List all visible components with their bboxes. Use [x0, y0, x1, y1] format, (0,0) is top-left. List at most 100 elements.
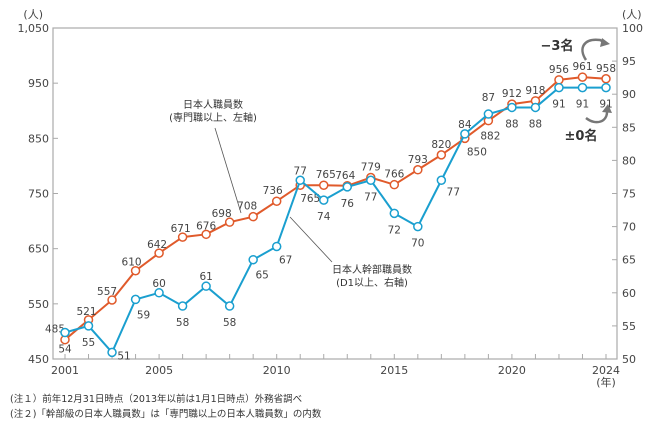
- data-label: 84: [458, 119, 472, 131]
- left-axis-unit: (人): [23, 8, 43, 21]
- data-label: 87: [482, 92, 495, 104]
- data-label: 58: [223, 317, 236, 329]
- data-point: [271, 241, 282, 252]
- data-label: 67: [279, 254, 292, 266]
- right-axis-tick-label: 75: [622, 188, 636, 201]
- data-label: 671: [171, 223, 191, 235]
- data-point: [530, 102, 541, 113]
- data-point: [460, 129, 470, 139]
- data-point: [601, 74, 611, 84]
- arrowhead-icon: [602, 104, 612, 113]
- note-2: (注２)「幹部級の日本人職員数」は「専門職以上の日本人職員数」の内数: [10, 409, 322, 420]
- data-label: 736: [263, 185, 283, 197]
- data-label: 58: [176, 317, 189, 329]
- leader-line: [214, 127, 242, 214]
- data-point: [554, 82, 564, 93]
- right-axis-tick-label: 60: [622, 287, 636, 300]
- data-point: [554, 75, 564, 85]
- right-axis-tick-label: 50: [622, 353, 636, 366]
- data-point: [318, 195, 329, 205]
- data-point: [601, 82, 611, 93]
- data-point: [248, 254, 258, 265]
- series-label-staff: 日本人職員数: [183, 98, 243, 111]
- data-label: 65: [255, 270, 268, 282]
- data-point: [577, 82, 588, 93]
- data-point: [154, 288, 164, 298]
- data-label: 956: [549, 64, 569, 76]
- data-point: [83, 321, 94, 331]
- data-point: [271, 196, 282, 206]
- data-label: 60: [152, 278, 165, 290]
- data-point: [107, 347, 117, 358]
- data-label: 77: [294, 165, 307, 177]
- data-label: 70: [411, 238, 424, 250]
- data-label: 77: [364, 191, 377, 203]
- left-axis-tick-label: 650: [28, 243, 49, 256]
- arrowhead-icon: [600, 38, 610, 47]
- data-label: 61: [199, 271, 212, 283]
- data-label: 642: [147, 239, 167, 251]
- data-label: 485: [45, 324, 65, 336]
- change-label-senior: ±0名: [565, 128, 598, 144]
- data-point: [177, 301, 188, 311]
- x-axis-unit: (年): [596, 375, 616, 389]
- x-axis-tick-label: 2020: [498, 364, 526, 377]
- x-axis-tick-label: 2010: [263, 364, 291, 377]
- x-axis-tick-label: 2001: [51, 364, 79, 377]
- data-point: [201, 281, 211, 291]
- right-axis-tick-label: 90: [622, 88, 636, 101]
- data-point: [130, 265, 141, 276]
- data-label: 88: [505, 118, 518, 130]
- data-point: [201, 229, 211, 240]
- right-axis-tick-label: 100: [622, 22, 643, 35]
- left-axis-tick-label: 950: [28, 77, 49, 90]
- data-point: [366, 175, 376, 186]
- data-label: 850: [467, 146, 487, 158]
- data-label: 779: [361, 162, 381, 174]
- data-label: 521: [76, 306, 96, 318]
- data-label: 765: [316, 169, 336, 181]
- right-axis-unit: (人): [622, 8, 642, 21]
- data-label: 91: [576, 99, 589, 111]
- change-label-staff: −3名: [541, 38, 574, 54]
- series-label-staff-sub: (専門職以上、左軸): [169, 111, 257, 124]
- data-label: 793: [408, 154, 428, 166]
- data-label: 557: [97, 286, 117, 298]
- x-axis-tick-label: 2015: [380, 364, 408, 377]
- data-point: [389, 179, 400, 190]
- data-label: 958: [596, 63, 616, 75]
- data-point: [436, 150, 447, 160]
- data-label: 708: [237, 201, 257, 213]
- data-label: 918: [525, 85, 545, 97]
- data-label: 59: [137, 309, 150, 321]
- series-label-senior-sub: (D1以上、右軸): [336, 276, 408, 289]
- series-label-senior: 日本人幹部職員数: [332, 263, 412, 276]
- data-point: [224, 217, 235, 227]
- right-axis-tick-label: 85: [622, 121, 636, 134]
- data-point: [224, 301, 235, 311]
- right-axis-tick-label: 95: [622, 55, 636, 68]
- leader-line: [289, 216, 333, 263]
- data-label: 912: [502, 88, 522, 100]
- series-line-staff: [64, 76, 607, 341]
- left-axis-tick-label: 550: [28, 298, 49, 311]
- data-label: 88: [529, 118, 542, 130]
- data-label: 765: [300, 193, 320, 205]
- note-1: (注１）前年12月31日時点（2013年以前は1月1日時点）外務省調べ: [10, 394, 303, 405]
- curved-arrow-icon: [581, 38, 607, 61]
- data-label: 766: [384, 169, 404, 181]
- data-label: 764: [335, 170, 355, 182]
- data-point: [248, 211, 258, 222]
- curved-arrow-icon: [585, 109, 609, 124]
- data-point: [483, 109, 494, 119]
- data-label: 76: [341, 198, 355, 210]
- right-axis-tick-label: 65: [622, 254, 636, 267]
- data-point: [107, 295, 117, 305]
- data-label: 91: [552, 99, 565, 111]
- data-point: [577, 72, 588, 82]
- data-point: [295, 175, 305, 186]
- left-axis-tick-label: 450: [28, 353, 49, 366]
- data-label: 72: [388, 224, 401, 236]
- data-label: 610: [122, 257, 142, 269]
